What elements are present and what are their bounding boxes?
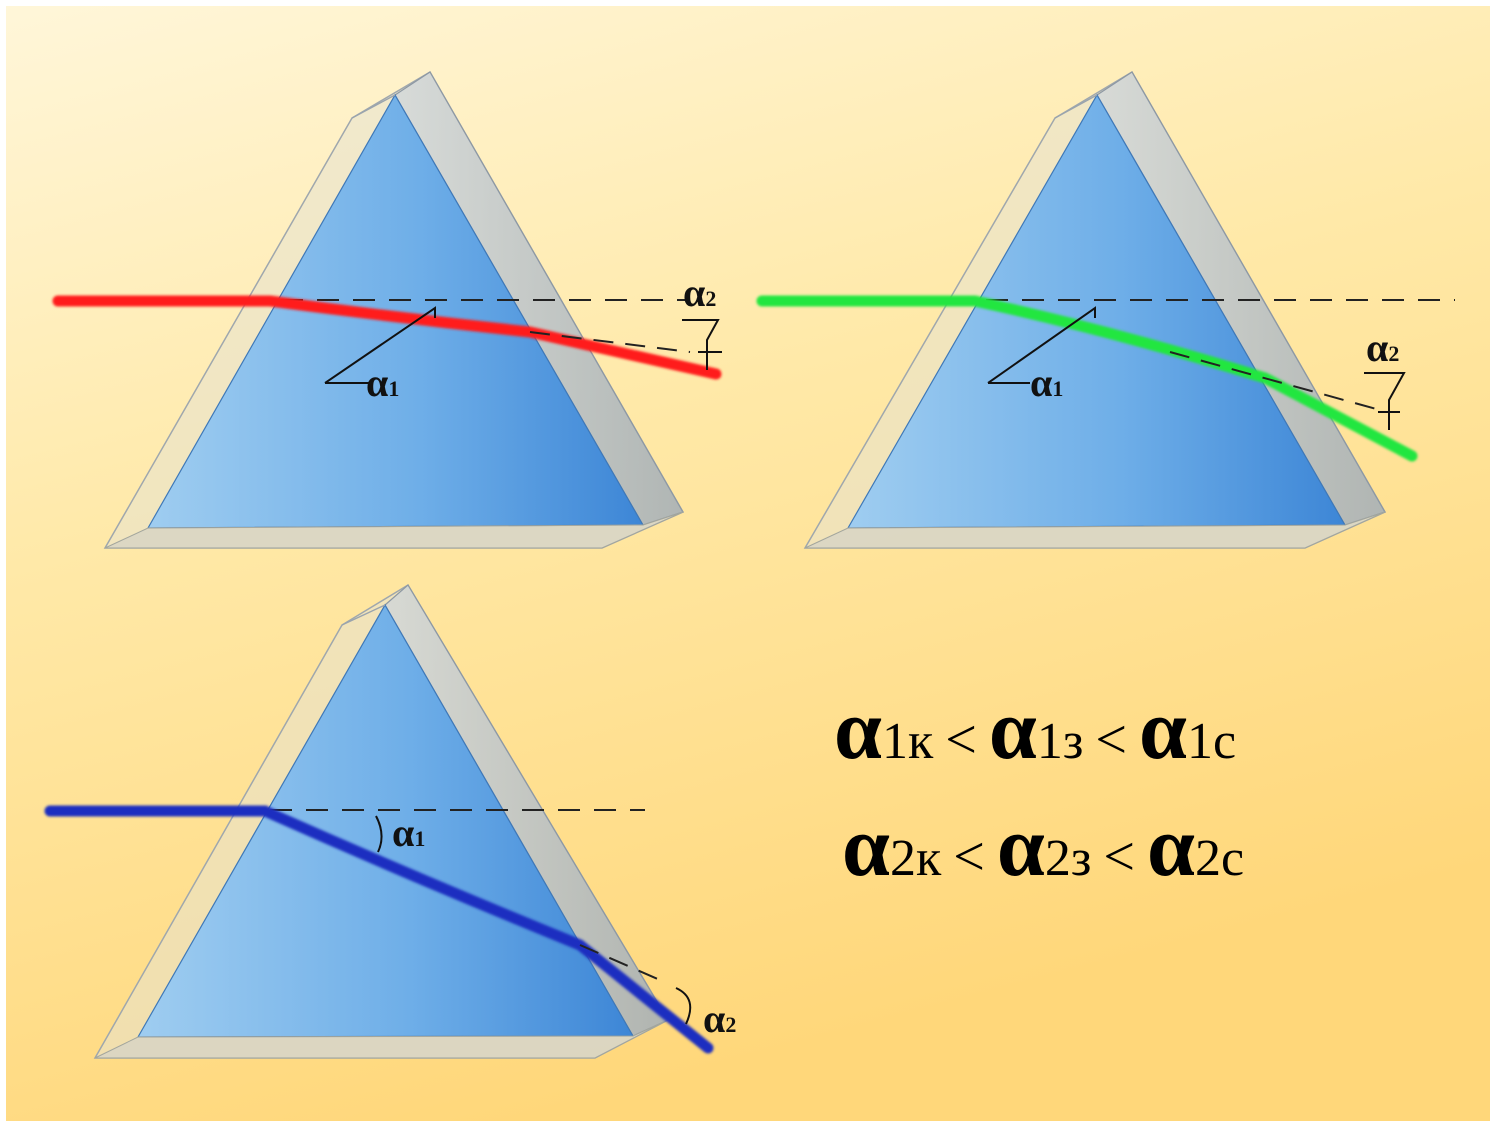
prism-base	[104, 511, 684, 549]
green-ray	[756, 295, 1418, 462]
svg-text:α1к < α1з <: α1к < α1з < α1с	[834, 681, 1236, 777]
beam-blue: α1 α2	[44, 805, 736, 1054]
blue-ray	[44, 805, 714, 1054]
beam-red: α1 α2	[52, 270, 722, 405]
alpha2-label: α2	[703, 996, 736, 1041]
beam-green: α1 α2	[756, 295, 1455, 462]
equation-alpha2: α2к < α2з < α2с	[842, 798, 1244, 894]
alpha1-label: α1	[392, 810, 425, 855]
alpha1-label: α1	[366, 360, 399, 405]
alpha1-label: α1	[1030, 360, 1063, 405]
prism-base	[94, 1019, 669, 1059]
alpha2-label: α2	[683, 270, 716, 315]
red-ray	[52, 295, 722, 380]
prism-base	[804, 511, 1386, 549]
svg-text:α2к < α2з <: α2к < α2з < α2с	[842, 798, 1244, 894]
alpha2-label: α2	[1366, 325, 1399, 370]
equation-alpha1: α1к < α1з < α1с	[834, 681, 1236, 777]
